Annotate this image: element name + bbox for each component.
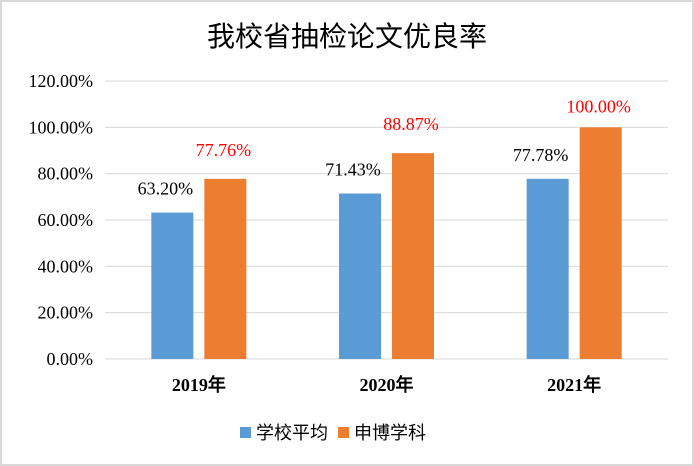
- legend-swatch: [338, 427, 349, 438]
- bar-school-average: [151, 212, 194, 359]
- y-tick-label: 20.00%: [38, 303, 94, 323]
- data-label: 100.00%: [566, 96, 631, 116]
- y-tick-label: 60.00%: [38, 210, 94, 230]
- y-tick-label: 0.00%: [47, 349, 94, 369]
- data-label: 88.87%: [383, 114, 439, 134]
- legend-label: 申博学科: [354, 423, 426, 443]
- x-tick-label: 2021年: [547, 374, 601, 395]
- bar-school-average: [339, 193, 381, 359]
- legend-swatch: [240, 427, 251, 438]
- y-tick-label: 120.00%: [29, 71, 94, 91]
- y-tick-label: 40.00%: [38, 256, 94, 276]
- x-tick-label: 2020年: [360, 374, 414, 395]
- data-label: 63.20%: [138, 179, 194, 199]
- y-tick-label: 100.00%: [29, 117, 94, 137]
- bar-school-average: [526, 178, 569, 359]
- y-tick-label: 80.00%: [38, 164, 94, 184]
- x-tick-label: 2019年: [172, 374, 226, 395]
- bar-doctoral-discipline: [392, 153, 434, 359]
- data-label: 71.43%: [325, 160, 381, 180]
- data-label: 77.78%: [513, 145, 569, 165]
- bar-doctoral-discipline: [579, 127, 622, 359]
- chart-title: 我校省抽检论文优良率: [207, 21, 487, 53]
- legend-label: 学校平均: [256, 423, 328, 443]
- data-label: 77.76%: [196, 140, 252, 160]
- bar-doctoral-discipline: [204, 178, 247, 359]
